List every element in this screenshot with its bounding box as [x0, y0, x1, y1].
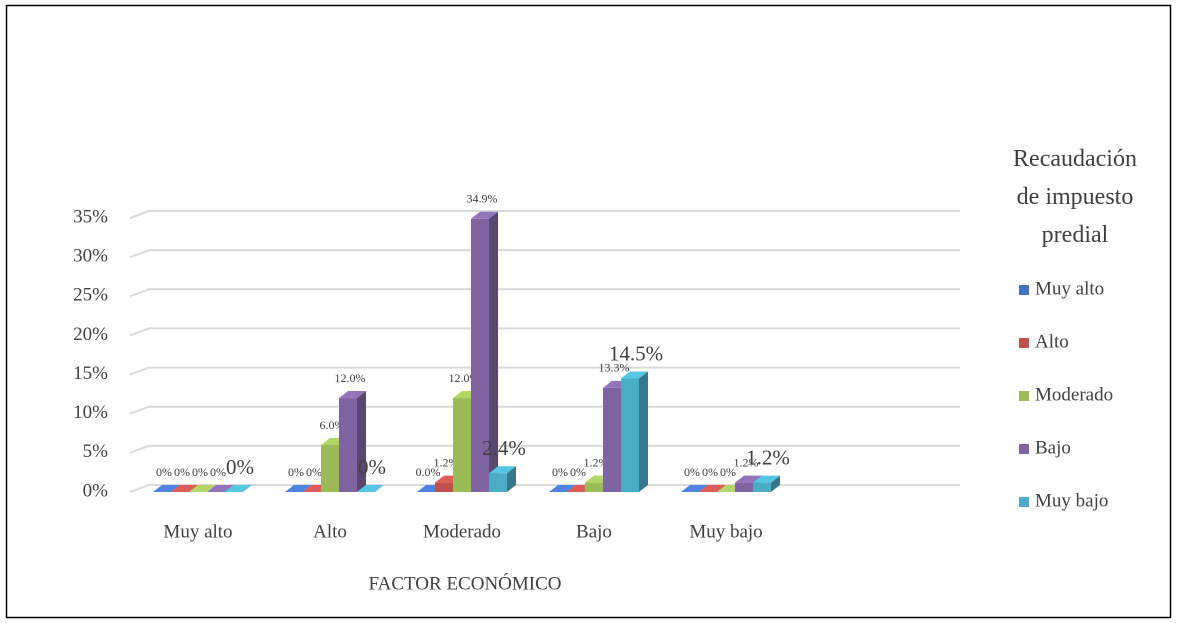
data-label: 0% [210, 465, 226, 479]
bar-side [771, 475, 780, 492]
data-label: 34.9% [467, 192, 498, 206]
data-label: 0% [288, 465, 304, 479]
grid-line [129, 249, 960, 259]
legend-swatch [1019, 285, 1029, 295]
legend-swatch [1019, 338, 1029, 348]
legend-swatch [1019, 444, 1029, 454]
data-label: 0% [174, 465, 190, 479]
bar [471, 218, 489, 493]
legend-label: Moderado [1035, 384, 1113, 405]
y-tick-label: 25% [73, 285, 108, 306]
y-tick-label: 30% [73, 246, 108, 267]
data-label: 0% [226, 455, 254, 479]
legend-label: Muy alto [1035, 278, 1104, 299]
data-label: 13.3% [599, 361, 630, 375]
y-tick-label: 20% [73, 324, 108, 345]
bar [735, 482, 753, 492]
bar [435, 482, 453, 492]
x-tick-label: Alto [313, 521, 347, 542]
grid-line [129, 366, 960, 376]
data-label: 0% [552, 465, 568, 479]
bar [753, 482, 771, 492]
grid-line [129, 327, 960, 337]
bar [489, 473, 507, 492]
bar-top [225, 485, 252, 492]
x-tick-label: Muy bajo [689, 521, 762, 542]
y-tick-label: 35% [73, 206, 108, 227]
bar-side [507, 466, 516, 492]
data-label: 1.2% [734, 455, 759, 469]
legend-label: Muy bajo [1035, 490, 1108, 511]
bar-side [357, 391, 366, 492]
legend-title-text: Recaudación de impuesto predial [1013, 146, 1137, 248]
data-label: 0% [684, 465, 700, 479]
y-tick-label: 0% [83, 480, 109, 501]
grid-line [129, 405, 960, 415]
data-label: 12.0% [335, 371, 366, 385]
grid-line [129, 210, 960, 219]
legend-label: Bajo [1035, 437, 1071, 458]
bar-top [357, 485, 384, 492]
legend-swatch [1019, 497, 1029, 507]
bar [585, 482, 603, 492]
grid-line [129, 444, 960, 454]
bar [603, 387, 621, 492]
data-label: 0.0% [416, 465, 441, 479]
legend-label: Alto [1035, 331, 1069, 352]
y-tick-label: 5% [83, 441, 109, 462]
bar-side [639, 371, 648, 492]
bar [621, 378, 639, 492]
x-tick-label: Moderado [423, 521, 501, 542]
x-tick-label: Bajo [576, 521, 612, 542]
data-label: 0% [156, 465, 172, 479]
data-label: 0% [570, 465, 586, 479]
legend-title: Recaudación de impuesto predial [1013, 146, 1137, 248]
data-label: 0% [306, 465, 322, 479]
y-tick-label: 10% [73, 402, 108, 423]
bar-side [489, 211, 498, 493]
x-axis-label: FACTOR ECONÓMICO [368, 572, 561, 594]
x-tick-label: Muy alto [163, 521, 232, 542]
data-label: 0% [192, 465, 208, 479]
data-label: 0% [702, 465, 718, 479]
bar [453, 398, 471, 492]
grid-line [129, 484, 960, 493]
data-label: 1.2% [584, 455, 609, 469]
data-label: 0% [358, 455, 386, 479]
bar [321, 445, 339, 492]
data-label: 0% [720, 465, 736, 479]
grid-line [129, 288, 960, 298]
bar [339, 398, 357, 492]
data-label: 1.2% [746, 445, 790, 469]
data-label: 14.5% [609, 341, 663, 365]
data-label: 2.4% [482, 436, 526, 460]
data-label: 6.0% [320, 418, 345, 432]
y-tick-label: 15% [73, 363, 108, 384]
legend-swatch [1019, 391, 1029, 401]
chart-frame [5, 4, 1172, 619]
data-label: 1.2% [434, 455, 459, 469]
